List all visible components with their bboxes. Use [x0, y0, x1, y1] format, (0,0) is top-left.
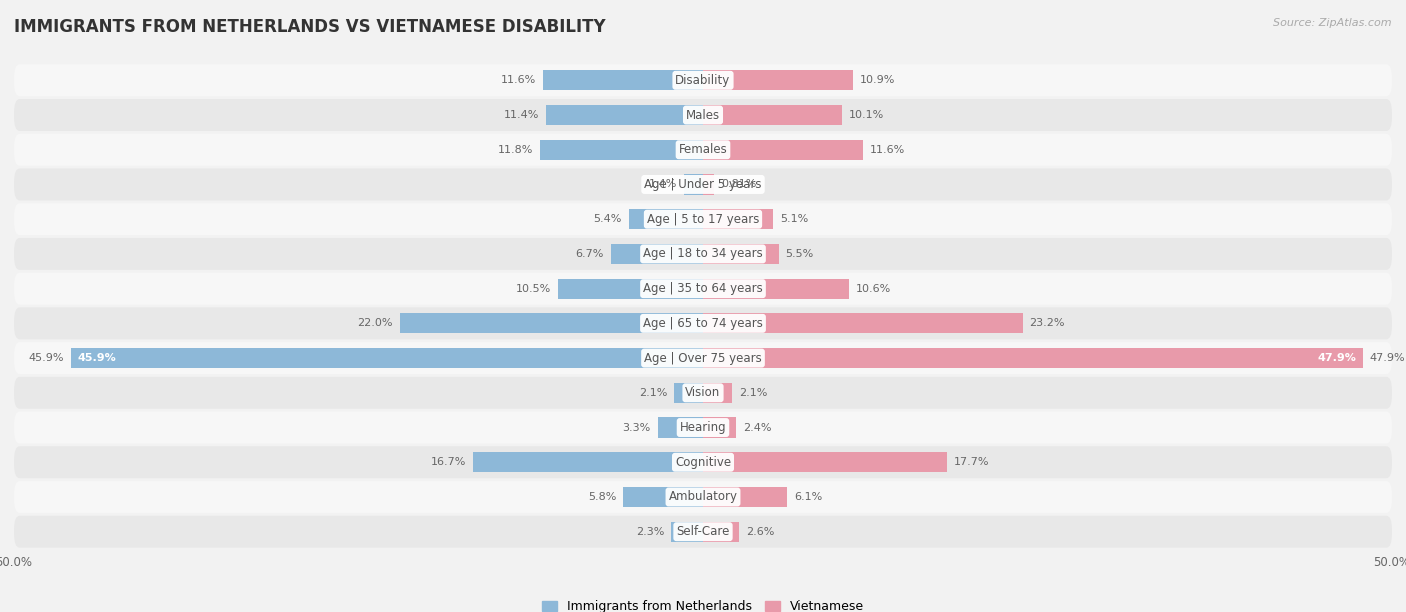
Text: Ambulatory: Ambulatory	[668, 490, 738, 504]
FancyBboxPatch shape	[14, 516, 1392, 548]
Text: Hearing: Hearing	[679, 421, 727, 434]
FancyBboxPatch shape	[14, 446, 1392, 478]
Text: Age | 18 to 34 years: Age | 18 to 34 years	[643, 247, 763, 261]
Text: Age | 5 to 17 years: Age | 5 to 17 years	[647, 213, 759, 226]
Text: 2.3%: 2.3%	[636, 527, 665, 537]
Text: 5.4%: 5.4%	[593, 214, 621, 224]
Text: 10.1%: 10.1%	[849, 110, 884, 120]
Bar	[703, 209, 773, 230]
Text: Disability: Disability	[675, 74, 731, 87]
Text: Age | 35 to 64 years: Age | 35 to 64 years	[643, 282, 763, 295]
FancyBboxPatch shape	[14, 307, 1392, 339]
Text: 2.1%: 2.1%	[738, 388, 768, 398]
Text: 11.8%: 11.8%	[498, 145, 533, 155]
Bar	[658, 417, 703, 438]
Bar	[623, 487, 703, 507]
Bar	[703, 452, 946, 472]
Text: Cognitive: Cognitive	[675, 456, 731, 469]
Bar	[703, 521, 738, 542]
Bar	[703, 487, 787, 507]
FancyBboxPatch shape	[14, 99, 1392, 131]
Bar	[703, 278, 849, 299]
Text: 10.9%: 10.9%	[860, 75, 896, 85]
Text: 0.81%: 0.81%	[721, 179, 756, 190]
Text: 23.2%: 23.2%	[1029, 318, 1066, 329]
Text: Vision: Vision	[685, 386, 721, 399]
Text: 45.9%: 45.9%	[28, 353, 63, 363]
Bar	[472, 452, 703, 472]
Bar	[399, 313, 703, 334]
Bar	[610, 244, 703, 264]
FancyBboxPatch shape	[14, 238, 1392, 270]
Text: 16.7%: 16.7%	[430, 457, 465, 467]
Legend: Immigrants from Netherlands, Vietnamese: Immigrants from Netherlands, Vietnamese	[543, 600, 863, 612]
Text: 2.1%: 2.1%	[638, 388, 668, 398]
Bar	[703, 244, 779, 264]
FancyBboxPatch shape	[14, 64, 1392, 96]
FancyBboxPatch shape	[14, 481, 1392, 513]
Text: Females: Females	[679, 143, 727, 156]
Text: Self-Care: Self-Care	[676, 525, 730, 538]
Bar	[703, 382, 733, 403]
Text: Males: Males	[686, 108, 720, 122]
Bar	[558, 278, 703, 299]
Text: 1.4%: 1.4%	[648, 179, 676, 190]
Text: 11.4%: 11.4%	[503, 110, 538, 120]
Text: Age | Under 5 years: Age | Under 5 years	[644, 178, 762, 191]
Text: 47.9%: 47.9%	[1317, 353, 1357, 363]
Text: Source: ZipAtlas.com: Source: ZipAtlas.com	[1274, 18, 1392, 28]
Bar	[703, 174, 714, 195]
Text: 10.6%: 10.6%	[856, 283, 891, 294]
Text: 11.6%: 11.6%	[870, 145, 905, 155]
Bar	[703, 313, 1022, 334]
Bar	[546, 105, 703, 125]
Text: 11.6%: 11.6%	[501, 75, 536, 85]
Bar	[703, 417, 737, 438]
Bar	[703, 140, 863, 160]
FancyBboxPatch shape	[14, 411, 1392, 444]
Text: 5.1%: 5.1%	[780, 214, 808, 224]
Bar	[671, 521, 703, 542]
Bar	[543, 70, 703, 91]
Text: 5.5%: 5.5%	[786, 249, 814, 259]
Text: 22.0%: 22.0%	[357, 318, 392, 329]
Bar	[703, 105, 842, 125]
Text: 10.5%: 10.5%	[516, 283, 551, 294]
Text: 6.1%: 6.1%	[794, 492, 823, 502]
FancyBboxPatch shape	[14, 203, 1392, 235]
FancyBboxPatch shape	[14, 134, 1392, 166]
Text: Age | 65 to 74 years: Age | 65 to 74 years	[643, 317, 763, 330]
Bar	[70, 348, 703, 368]
Bar	[673, 382, 703, 403]
Text: 47.9%: 47.9%	[1369, 353, 1406, 363]
Text: IMMIGRANTS FROM NETHERLANDS VS VIETNAMESE DISABILITY: IMMIGRANTS FROM NETHERLANDS VS VIETNAMES…	[14, 18, 606, 36]
Bar	[703, 70, 853, 91]
FancyBboxPatch shape	[14, 168, 1392, 201]
FancyBboxPatch shape	[14, 273, 1392, 305]
Text: 2.6%: 2.6%	[745, 527, 775, 537]
Text: 2.4%: 2.4%	[742, 422, 772, 433]
Text: 3.3%: 3.3%	[623, 422, 651, 433]
FancyBboxPatch shape	[14, 377, 1392, 409]
FancyBboxPatch shape	[14, 342, 1392, 374]
Text: 6.7%: 6.7%	[575, 249, 603, 259]
Text: 5.8%: 5.8%	[588, 492, 616, 502]
Bar	[683, 174, 703, 195]
Bar	[628, 209, 703, 230]
Text: 17.7%: 17.7%	[953, 457, 990, 467]
Bar	[703, 348, 1362, 368]
Bar	[540, 140, 703, 160]
Text: Age | Over 75 years: Age | Over 75 years	[644, 351, 762, 365]
Text: 45.9%: 45.9%	[77, 353, 117, 363]
